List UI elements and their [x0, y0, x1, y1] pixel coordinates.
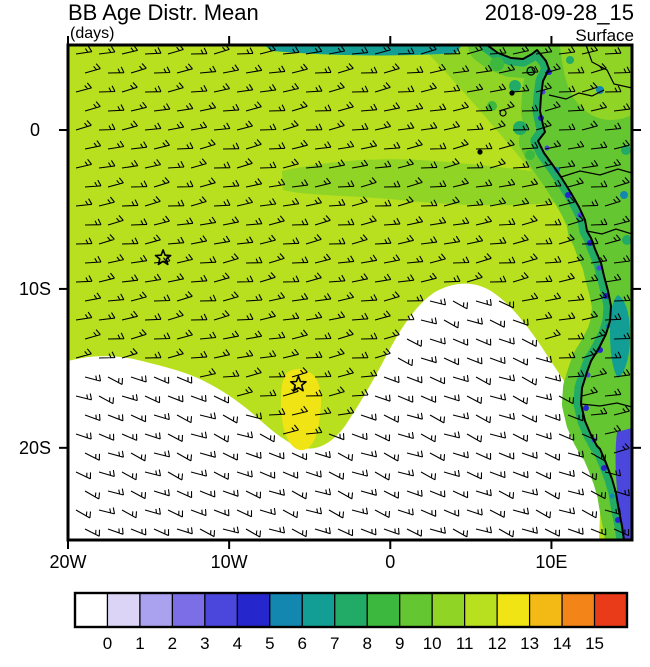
country-border: [585, 45, 632, 89]
colorbar-label: 12: [488, 634, 507, 653]
clean-air-white-region: [68, 283, 603, 540]
y-axis-tick-label: 20S: [19, 438, 51, 458]
field-speckle: [596, 86, 604, 94]
colorbar-frame: [73, 591, 629, 629]
colorbar-cell: [366, 592, 401, 628]
colorbar-cell: [334, 592, 368, 628]
field-speckle: [487, 101, 497, 111]
field-speckle: [525, 150, 535, 160]
country-border: [586, 228, 632, 235]
colorbar-label: 5: [265, 634, 274, 653]
colorbar-cell: [431, 592, 466, 628]
colorbar-cell: [269, 592, 303, 628]
colorbar-cell: [496, 592, 531, 628]
colorbar-cell: [139, 592, 174, 628]
x-axis-tick-label: 10E: [535, 552, 567, 572]
field-speckle: [621, 145, 631, 155]
colorbar-label: 8: [363, 634, 372, 653]
colorbar-label: 10: [423, 634, 442, 653]
y-axis-tick-label: 10S: [19, 279, 51, 299]
field-speckle: [601, 465, 607, 471]
station-marker-star: [154, 249, 172, 266]
land-fill: [487, 45, 632, 540]
x-axis-tick-label: 0: [385, 552, 395, 572]
field-speckle: [609, 493, 615, 499]
field-speckle: [620, 191, 628, 199]
colorbar-label: 7: [330, 634, 339, 653]
colorbar-label: 1: [135, 634, 144, 653]
field-speckle: [490, 57, 504, 71]
field-speckle: [583, 405, 589, 411]
field-speckle: [513, 121, 527, 135]
colorbar-label: 6: [298, 634, 307, 653]
colorbar-cell: [236, 592, 271, 628]
colorbar-label: 4: [233, 634, 242, 653]
colorbar-label: 11: [456, 634, 474, 653]
field-speckle: [596, 265, 602, 271]
station-marker-star: [290, 375, 307, 392]
country-border: [548, 89, 605, 100]
colorbar-cell: [528, 592, 563, 628]
colorbar-cell: [593, 592, 628, 628]
country-border: [560, 168, 632, 178]
colorbar-label: 0: [103, 634, 112, 653]
colorbar-cell: [171, 592, 206, 628]
colorbar-cell: [561, 592, 596, 628]
colorbar-cell: [464, 592, 498, 628]
colorbar-label: 15: [585, 634, 604, 653]
colorbar-cell: [301, 592, 336, 628]
field-speckle: [622, 235, 632, 245]
colorbar-cell: [399, 592, 433, 628]
colorbar-cell: [204, 592, 238, 628]
colorbar-label: 13: [520, 634, 539, 653]
island: [477, 149, 483, 155]
chart-level-label: Surface: [575, 26, 634, 45]
x-axis-tick-label: 10W: [211, 552, 248, 572]
plot-frame: [66, 43, 634, 542]
x-axis-tick-label: 20W: [49, 552, 86, 572]
colorbar-label: 14: [553, 634, 572, 653]
land-patch: [560, 45, 632, 120]
chart-timestamp: 2018-09-28_15: [484, 0, 634, 25]
colorbar-cell: [74, 592, 109, 628]
colorbar-label: 3: [200, 634, 209, 653]
chart-title: BB Age Distr. Mean: [68, 0, 259, 25]
field-speckle: [565, 192, 571, 198]
wind-barbs: [75, 45, 631, 538]
chart-units-label: (days): [70, 25, 115, 42]
field-speckle: [509, 80, 521, 92]
y-axis-tick-label: 0: [30, 120, 40, 140]
colorbar-label: 2: [168, 634, 177, 653]
country-border: [580, 402, 632, 408]
field-speckle: [566, 56, 574, 64]
colorbar-label: 9: [395, 634, 404, 653]
equatorial-green-band: [282, 159, 566, 206]
colorbar-cell: [106, 592, 141, 628]
